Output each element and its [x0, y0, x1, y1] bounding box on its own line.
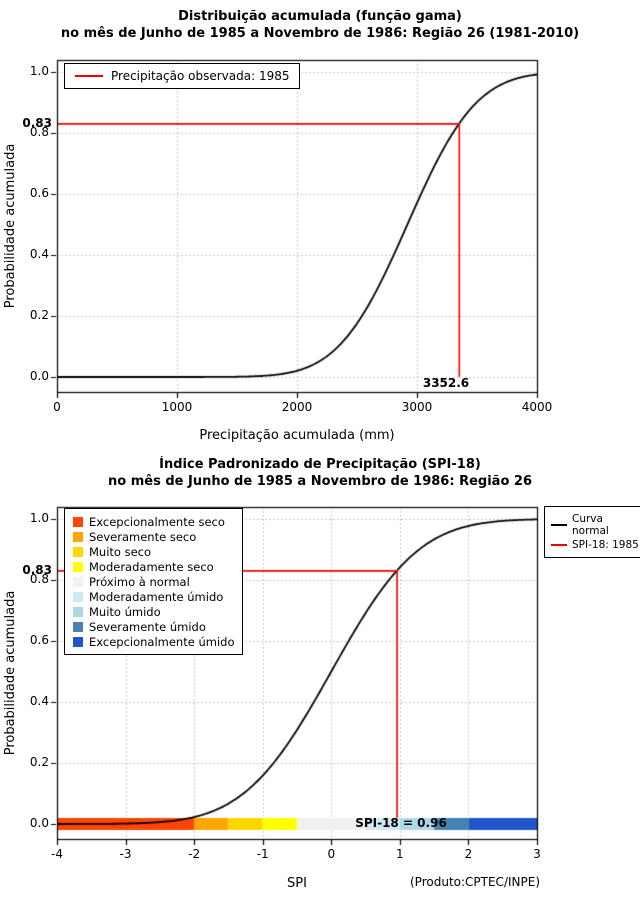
y-tick-label: 0.6 [29, 633, 49, 647]
footer-credit: (Produto:CPTEC/INPE) [410, 875, 540, 889]
x-tick-label: 4000 [521, 400, 553, 414]
legend-item: Severamente úmido [73, 619, 234, 634]
legend-item: Severamente seco [73, 529, 234, 544]
y-tick-label: 0.6 [29, 186, 49, 200]
probability-marker-label: 0.83 [22, 563, 52, 577]
spi-value-label: SPI-18 = 0.96 [355, 816, 447, 830]
y-tick-label: 0.8 [29, 125, 49, 139]
x-tick-label: -2 [188, 847, 201, 861]
chart-title: Índice Padronizado de Precipitação (SPI-… [159, 457, 481, 472]
legend-item: Muito úmido [73, 604, 234, 619]
legend-item: Excepcionalmente úmido [73, 634, 234, 649]
legend-line-swatch [551, 524, 567, 527]
x-axis-label: SPI [287, 876, 307, 891]
category-label: Moderadamente úmido [89, 589, 224, 604]
precipitation-value-label: 3352.6 [422, 376, 470, 390]
category-color-swatch [73, 546, 83, 557]
x-tick-label: 0 [327, 847, 336, 861]
category-color-swatch [73, 516, 83, 527]
category-color-swatch [73, 606, 83, 617]
category-color-swatch [73, 591, 83, 602]
category-label: Próximo à normal [89, 574, 190, 589]
category-legend: Excepcionalmente seco Severamente seco Mui… [64, 508, 244, 655]
y-tick-label: 0.4 [29, 247, 49, 261]
x-tick-label: 1000 [161, 400, 193, 414]
category-color-swatch [73, 621, 83, 632]
y-tick-label: 0.2 [29, 755, 49, 769]
y-tick-label: 0.0 [29, 369, 49, 383]
x-tick-label: 2 [464, 847, 473, 861]
category-color-swatch [73, 561, 83, 572]
x-tick-label: 0 [53, 400, 61, 414]
lines-legend: Curva normal SPI-18: 1985 [544, 506, 640, 559]
probability-marker-label: 0.83 [22, 116, 52, 130]
legend-item: Próximo à normal [73, 574, 234, 589]
category-label: Severamente seco [89, 529, 197, 544]
category-color-swatch [73, 531, 83, 542]
legend-item: Moderadamente seco [73, 559, 234, 574]
legend-box: Precipitação observada: 1985 [64, 63, 301, 89]
category-label: Muito seco [89, 544, 152, 559]
category-color-swatch [73, 576, 83, 587]
legend-item-label: Curva normal [572, 513, 609, 538]
legend-item: SPI-18: 1985 [551, 539, 639, 551]
chart-subtitle: no mês de Junho de 1985 a Novembro de 19… [108, 474, 532, 489]
y-tick-label: 0.2 [29, 308, 49, 322]
category-color-swatch [73, 636, 83, 647]
chart-title: Distribuição acumulada (função gama) [178, 9, 462, 24]
category-label: Severamente úmido [89, 619, 206, 634]
legend-item: Excepcionalmente seco [73, 514, 234, 529]
legend-line-swatch [75, 75, 103, 77]
legend-item: Curva normal [551, 513, 639, 537]
y-tick-label: 1.0 [29, 511, 49, 525]
x-tick-label: 1 [396, 847, 404, 861]
x-tick-label: -1 [256, 847, 269, 861]
y-tick-label: 1.0 [29, 64, 49, 78]
y-tick-label: 0.8 [29, 572, 49, 586]
category-label: Excepcionalmente seco [89, 514, 225, 529]
x-axis-label: Precipitação acumulada (mm) [199, 428, 395, 443]
chart-subtitle: no mês de Junho de 1985 a Novembro de 19… [60, 26, 580, 41]
x-tick-label: 3000 [401, 400, 433, 414]
y-tick-label: 0.4 [29, 694, 49, 708]
legend-item: Muito seco [73, 544, 234, 559]
legend-line-swatch [551, 544, 567, 547]
x-tick-label: 2000 [281, 400, 313, 414]
legend-item-label: Precipitação observada: 1985 [111, 69, 290, 83]
category-label: Moderadamente seco [89, 559, 214, 574]
y-tick-label: 0.0 [29, 816, 49, 830]
x-tick-label: 3 [533, 847, 541, 861]
category-label: Muito úmido [89, 604, 161, 619]
x-tick-label: -4 [51, 847, 63, 861]
legend-item: Moderadamente úmido [73, 589, 234, 604]
legend-item-label: SPI-18: 1985 [572, 539, 639, 552]
x-tick-label: -3 [119, 847, 132, 861]
category-label: Excepcionalmente úmido [89, 634, 235, 649]
